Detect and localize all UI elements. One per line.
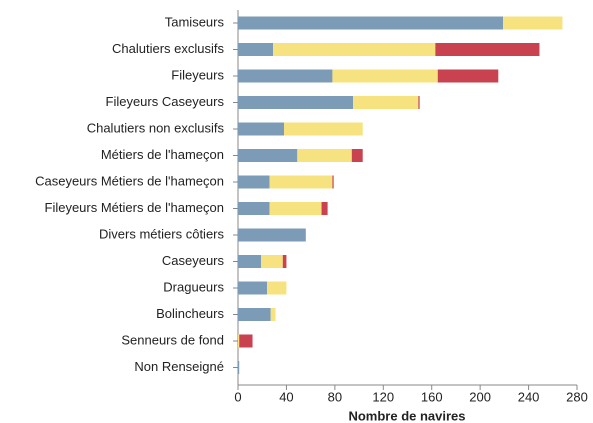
- x-tick-label: 120: [372, 389, 394, 404]
- bar-segment: [321, 202, 328, 215]
- bar-segment: [273, 43, 436, 56]
- y-tick-label: Caseyeurs Métiers de l'hameçon: [35, 173, 224, 188]
- bar-segment: [261, 255, 283, 268]
- bar-segment: [238, 149, 298, 162]
- x-tick-label: 80: [328, 389, 342, 404]
- bar-segment: [238, 255, 262, 268]
- bar-segment: [332, 69, 438, 83]
- x-tick-label: 200: [469, 389, 491, 404]
- y-tick-label: Fileyeurs: [171, 67, 224, 82]
- bar-segment: [238, 334, 240, 348]
- bar-segment: [297, 149, 352, 162]
- bar-segment: [238, 281, 268, 295]
- bar-segment: [269, 202, 322, 215]
- bar-segment: [238, 69, 333, 83]
- y-tick-label: Chalutiers exclusifs: [112, 41, 224, 56]
- y-tick-label: Tamiseurs: [165, 14, 225, 29]
- y-tick-label: Fileyeurs Métiers de l'hameçon: [45, 200, 225, 215]
- x-tick-label: 0: [234, 389, 241, 404]
- bar-segment: [238, 228, 306, 242]
- bar-segment: [270, 308, 276, 321]
- bar-segment: [238, 202, 270, 215]
- bar-segment: [351, 149, 363, 162]
- bar-segment: [418, 96, 420, 109]
- bar-segment: [437, 69, 499, 83]
- bar-segment: [332, 175, 334, 189]
- y-tick-label: Non Renseigné: [134, 359, 224, 374]
- bar-segment: [269, 175, 333, 189]
- x-tick-label: 160: [421, 389, 443, 404]
- y-tick-label: Chalutiers non exclusifs: [87, 120, 225, 135]
- y-tick-label: Bolincheurs: [156, 306, 224, 321]
- bar-segment: [238, 361, 240, 374]
- bar-segment: [238, 122, 285, 136]
- bar-segment: [238, 175, 270, 189]
- bar-segment: [503, 16, 563, 30]
- bar-segment: [353, 96, 419, 109]
- y-tick-label: Dragueurs: [163, 279, 224, 294]
- y-tick-label: Fileyeurs Caseyeurs: [106, 94, 225, 109]
- bar-segment: [282, 255, 287, 268]
- y-tick-label: Caseyeurs: [162, 253, 225, 268]
- bar-segment: [435, 43, 540, 56]
- bar-segment: [238, 96, 354, 109]
- x-axis-label: Nombre de navires: [348, 408, 465, 423]
- bar-segment: [238, 16, 504, 30]
- x-tick-label: 40: [279, 389, 293, 404]
- x-tick-label: 280: [566, 389, 588, 404]
- bar-segment: [267, 281, 287, 295]
- x-tick-label: 240: [518, 389, 540, 404]
- y-tick-label: Divers métiers côtiers: [99, 226, 224, 241]
- y-tick-label: Métiers de l'hameçon: [101, 147, 224, 162]
- bar-segment: [284, 122, 363, 136]
- bar-segment: [238, 43, 274, 56]
- bar-segment: [239, 334, 253, 348]
- bar-segment: [238, 308, 271, 321]
- y-tick-label: Senneurs de fond: [121, 332, 224, 347]
